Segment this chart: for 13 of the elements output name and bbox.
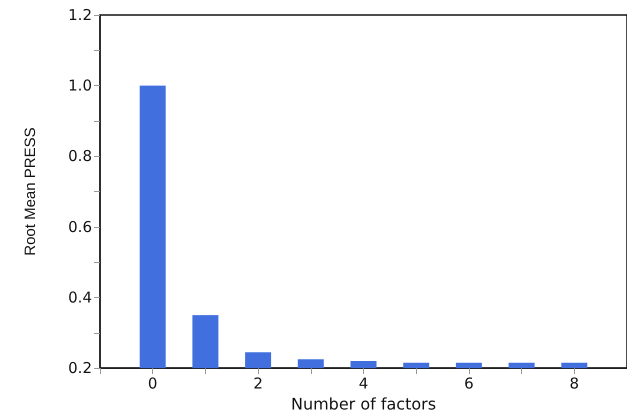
x-tick-label: 2 [253,374,263,393]
x-tick-label: 8 [570,374,580,393]
y-tick-label: 0.2 [68,359,92,378]
y-tick-label: 0.4 [68,288,92,306]
y-tick-label: 1.0 [68,76,92,95]
y-axis-title: Root Mean PRESS [22,127,39,256]
x-tick-label: 0 [148,374,158,393]
y-tick-label: 0.6 [68,218,92,236]
x-tick-label: 4 [358,374,368,393]
y-tick-label: 1.2 [68,6,92,24]
x-axis-title: Number of factors [290,394,436,414]
y-tick-label: 0.8 [68,147,92,166]
x-tick-label: 6 [464,374,474,393]
